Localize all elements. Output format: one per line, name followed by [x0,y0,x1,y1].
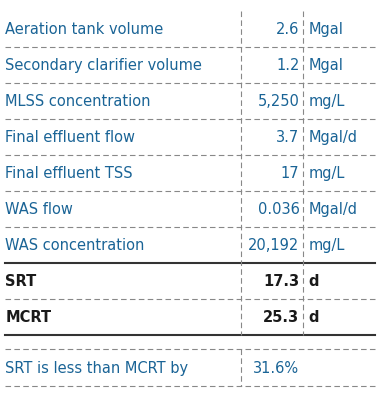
Text: mg/L: mg/L [309,166,345,180]
Text: 17.3: 17.3 [263,273,299,288]
Text: Final effluent flow: Final effluent flow [5,130,135,145]
Text: 17: 17 [281,166,299,180]
Text: d: d [309,273,319,288]
Text: SRT is less than MCRT by: SRT is less than MCRT by [5,360,188,375]
Text: WAS concentration: WAS concentration [5,237,144,252]
Text: SRT: SRT [5,273,36,288]
Text: Mgal/d: Mgal/d [309,202,358,216]
Text: 5,250: 5,250 [258,94,299,109]
Text: Mgal: Mgal [309,58,344,73]
Text: 3.7: 3.7 [276,130,299,145]
Text: MLSS concentration: MLSS concentration [5,94,150,109]
Text: Mgal: Mgal [309,22,344,37]
Text: Secondary clarifier volume: Secondary clarifier volume [5,58,202,73]
Text: 1.2: 1.2 [276,58,299,73]
Text: WAS flow: WAS flow [5,202,73,216]
Text: MCRT: MCRT [5,309,51,324]
Text: 0.036: 0.036 [258,202,299,216]
Text: Aeration tank volume: Aeration tank volume [5,22,163,37]
Text: mg/L: mg/L [309,94,345,109]
Text: 25.3: 25.3 [263,309,299,324]
Text: Final effluent TSS: Final effluent TSS [5,166,133,180]
Text: d: d [309,309,319,324]
Text: 20,192: 20,192 [248,237,299,252]
Text: Mgal/d: Mgal/d [309,130,358,145]
Text: 2.6: 2.6 [276,22,299,37]
Text: 31.6%: 31.6% [253,360,299,375]
Text: mg/L: mg/L [309,237,345,252]
